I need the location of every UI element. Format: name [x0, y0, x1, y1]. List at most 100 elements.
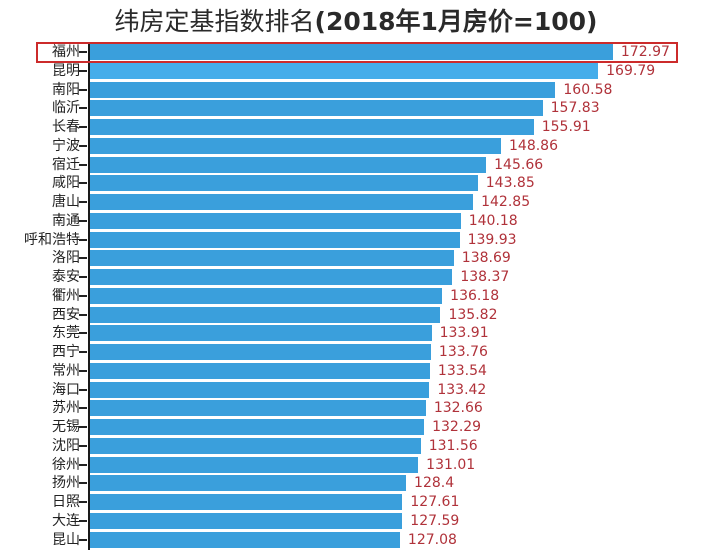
bar-row: 咸阳 143.85	[0, 174, 712, 192]
bar	[90, 362, 430, 379]
axis-tick	[79, 126, 87, 128]
category-label: 日照	[52, 494, 80, 510]
value-label: 140.18	[468, 212, 518, 229]
bar-row: 昆山 127.08	[0, 531, 712, 549]
bar-row: 洛阳 138.69	[0, 249, 712, 267]
bar	[90, 287, 443, 304]
chart-title: 纬房定基指数排名(2018年1月房价=100)	[0, 2, 712, 38]
highlight-box	[36, 42, 678, 63]
value-label: 142.85	[481, 194, 531, 210]
category-label: 无锡	[52, 419, 80, 435]
bar-row: 泰安 138.37	[0, 268, 712, 286]
bar	[90, 512, 403, 529]
axis-tick	[79, 51, 87, 53]
bar-row: 宁波 148.86	[0, 137, 712, 155]
value-label: 127.61	[410, 494, 460, 510]
axis-tick	[79, 463, 87, 466]
axis-tick	[79, 238, 87, 241]
axis-tick	[79, 369, 87, 372]
bar-row: 西宁 133.76	[0, 343, 712, 361]
bar-row: 无锡 132.29	[0, 418, 712, 436]
bar-row: 衢州 136.18	[0, 287, 712, 305]
axis-tick	[79, 182, 87, 185]
bar-row: 昆明 169.79	[0, 62, 712, 80]
bar-row: 南阳 160.58	[0, 81, 712, 99]
bar-row: 常州 133.54	[0, 362, 712, 380]
category-label: 苏州	[52, 400, 80, 417]
axis-tick	[79, 294, 87, 297]
value-label: 131.01	[426, 456, 476, 473]
bar	[90, 494, 403, 510]
bar-row: 宿迁 145.66	[0, 156, 712, 174]
bar-row: 大连 127.59	[0, 512, 712, 530]
bar	[90, 344, 431, 360]
bar	[90, 456, 419, 473]
value-label: 160.58	[563, 81, 613, 98]
value-label: 132.29	[432, 419, 482, 435]
bar	[90, 194, 474, 210]
bar-row: 海口 133.42	[0, 381, 712, 399]
axis-tick	[79, 332, 87, 335]
value-label: 128.4	[414, 475, 455, 492]
axis-tick	[79, 519, 87, 522]
bar	[90, 419, 425, 435]
value-label: 133.42	[437, 381, 487, 398]
category-label: 宿迁	[52, 156, 80, 173]
category-label: 西宁	[52, 344, 80, 360]
bar	[90, 100, 543, 117]
axis-tick	[79, 107, 87, 110]
value-label: 172.97	[620, 44, 670, 60]
category-label: 扬州	[52, 475, 80, 492]
axis-tick	[79, 201, 87, 203]
category-label: 呼和浩特	[24, 231, 80, 248]
category-label: 海口	[52, 381, 80, 398]
y-axis-line	[88, 43, 90, 550]
category-label: 南阳	[52, 81, 80, 98]
value-label: 131.56	[428, 437, 478, 454]
axis-tick	[79, 219, 87, 222]
chart-title-cn: 纬房定基指数排名	[114, 7, 315, 36]
bar-row: 临沂 157.83	[0, 99, 712, 117]
category-label: 衢州	[52, 287, 80, 304]
value-label: 127.59	[410, 512, 460, 529]
category-label: 昆山	[52, 531, 80, 548]
bar	[90, 156, 487, 173]
category-label: 大连	[52, 512, 80, 529]
bar	[90, 44, 613, 60]
bar-chart: 福州 172.97 昆明 169.79 南阳 160.58 临沂 157.83 长春 155.91…	[0, 42, 712, 550]
bar	[90, 212, 461, 229]
bar	[90, 400, 426, 417]
bar-row: 日照 127.61	[0, 493, 712, 511]
axis-tick	[79, 538, 87, 541]
category-label: 临沂	[52, 100, 80, 117]
bar-row: 唐山 142.85	[0, 193, 712, 211]
bar	[90, 269, 453, 285]
bar-row: 扬州 128.4	[0, 474, 712, 492]
category-label: 唐山	[52, 194, 80, 210]
bar	[90, 306, 441, 323]
category-label: 咸阳	[52, 175, 80, 192]
value-label: 132.66	[433, 400, 483, 417]
axis-tick	[79, 351, 87, 353]
category-label: 常州	[52, 362, 80, 379]
bar	[90, 231, 460, 248]
value-label: 169.79	[606, 62, 656, 79]
bar	[90, 119, 534, 135]
bar	[90, 81, 556, 98]
bar	[90, 475, 407, 492]
value-label: 157.83	[550, 100, 600, 117]
value-label: 138.69	[461, 250, 511, 267]
axis-tick	[79, 69, 87, 72]
value-label: 138.37	[460, 269, 510, 285]
chart-title-paren: (2018年1月房价=100)	[314, 7, 598, 36]
category-label: 洛阳	[52, 250, 80, 267]
value-label: 135.82	[448, 306, 498, 323]
value-label: 136.18	[450, 287, 500, 304]
axis-tick	[79, 482, 87, 485]
axis-tick	[79, 444, 87, 447]
bar-row: 福州 172.97	[0, 43, 712, 61]
value-label: 133.54	[437, 362, 487, 379]
axis-tick	[79, 407, 87, 410]
bar	[90, 437, 421, 454]
value-label: 133.91	[439, 325, 489, 342]
